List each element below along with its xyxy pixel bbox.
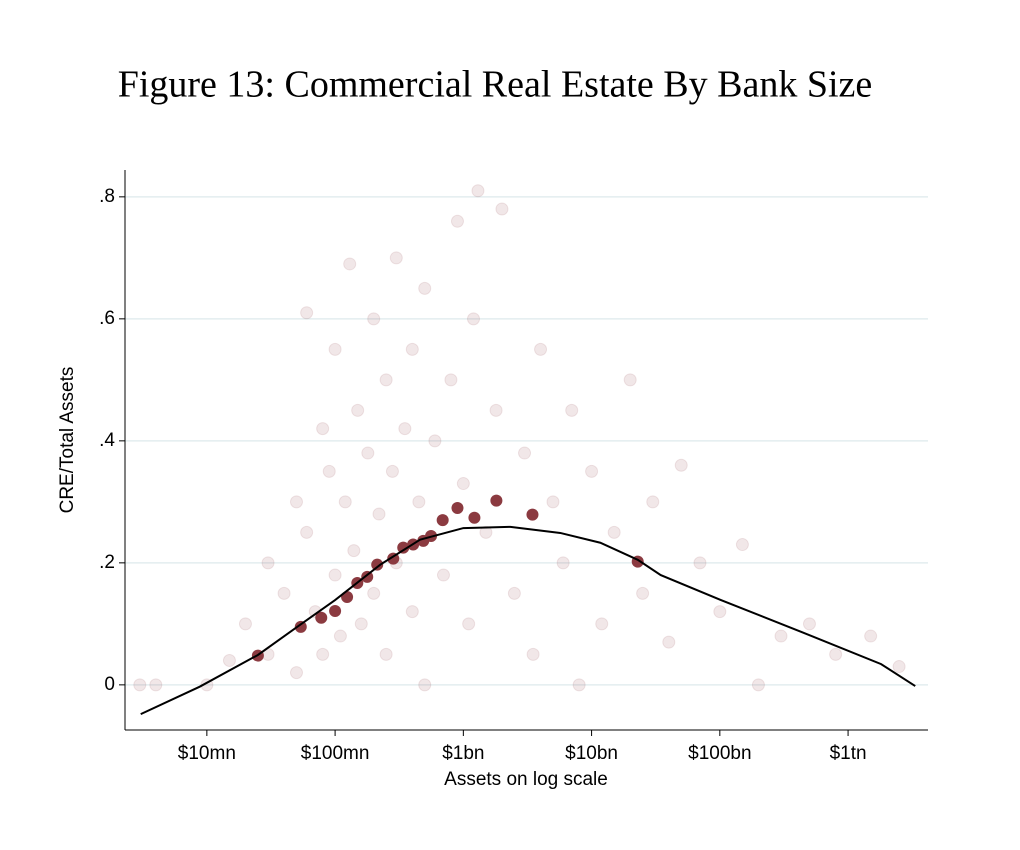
point bbox=[343, 257, 357, 271]
point bbox=[328, 342, 342, 356]
y-tick-label: .8 bbox=[99, 186, 115, 207]
point bbox=[361, 570, 374, 583]
point bbox=[674, 458, 688, 472]
x-tick-label: $100bn bbox=[688, 743, 751, 764]
chart-title: Figure 13: Commercial Real Estate By Ban… bbox=[118, 64, 873, 106]
point bbox=[294, 620, 307, 633]
point bbox=[444, 373, 458, 387]
point bbox=[133, 678, 147, 692]
y-tick-label: 0 bbox=[104, 674, 115, 695]
point bbox=[468, 511, 481, 524]
point bbox=[490, 494, 503, 507]
point bbox=[471, 184, 485, 198]
point bbox=[534, 342, 548, 356]
point bbox=[462, 617, 476, 631]
point bbox=[829, 647, 843, 661]
point bbox=[372, 507, 386, 521]
point bbox=[802, 617, 816, 631]
point bbox=[379, 373, 393, 387]
point bbox=[329, 605, 342, 618]
point bbox=[892, 660, 906, 674]
point bbox=[347, 544, 361, 558]
point bbox=[735, 538, 749, 552]
point bbox=[361, 446, 375, 460]
x-axis-label: Assets on log scale bbox=[444, 769, 608, 790]
point bbox=[864, 629, 878, 643]
x-tick-label: $1tn bbox=[830, 743, 867, 764]
x-tick-label: $10mn bbox=[178, 743, 236, 764]
x-tick-label: $1bn bbox=[442, 743, 484, 764]
point bbox=[367, 312, 381, 326]
point bbox=[436, 568, 450, 582]
point bbox=[354, 617, 368, 631]
point bbox=[546, 495, 560, 509]
x-tick-label: $100mn bbox=[301, 743, 370, 764]
point bbox=[222, 653, 236, 667]
point bbox=[436, 514, 449, 527]
point bbox=[428, 434, 442, 448]
point bbox=[556, 556, 570, 570]
point bbox=[572, 678, 586, 692]
point bbox=[379, 647, 393, 661]
point bbox=[450, 214, 464, 228]
point bbox=[316, 647, 330, 661]
point bbox=[456, 477, 470, 491]
y-tick-label: .4 bbox=[99, 430, 115, 451]
point bbox=[261, 556, 275, 570]
point bbox=[565, 403, 579, 417]
point bbox=[418, 678, 432, 692]
point bbox=[751, 678, 765, 692]
x-tick-label: $10bn bbox=[565, 743, 618, 764]
point bbox=[646, 495, 660, 509]
fit-line bbox=[140, 525, 916, 716]
point bbox=[595, 617, 609, 631]
point bbox=[316, 422, 330, 436]
point bbox=[623, 373, 637, 387]
point bbox=[713, 605, 727, 619]
y-tick-label: .6 bbox=[99, 308, 115, 329]
point bbox=[289, 495, 303, 509]
point bbox=[385, 464, 399, 478]
point bbox=[774, 629, 788, 643]
point bbox=[585, 464, 599, 478]
point bbox=[351, 403, 365, 417]
point bbox=[300, 525, 314, 539]
point bbox=[451, 501, 464, 514]
point bbox=[371, 558, 384, 571]
point bbox=[607, 525, 621, 539]
y-tick-label: .2 bbox=[99, 552, 115, 573]
point bbox=[418, 281, 432, 295]
point bbox=[389, 251, 403, 265]
point bbox=[289, 666, 303, 680]
point bbox=[397, 541, 410, 554]
point bbox=[479, 525, 493, 539]
point bbox=[405, 342, 419, 356]
point bbox=[338, 495, 352, 509]
point bbox=[149, 678, 163, 692]
point bbox=[636, 586, 650, 600]
point bbox=[333, 629, 347, 643]
point bbox=[495, 202, 509, 216]
point bbox=[238, 617, 252, 631]
point bbox=[662, 635, 676, 649]
point bbox=[466, 312, 480, 326]
point bbox=[300, 306, 314, 320]
point bbox=[693, 556, 707, 570]
point bbox=[507, 586, 521, 600]
y-axis-label: CRE/Total Assets bbox=[57, 367, 78, 514]
point bbox=[518, 446, 532, 460]
point bbox=[526, 508, 539, 521]
point bbox=[367, 586, 381, 600]
point bbox=[489, 403, 503, 417]
point bbox=[398, 422, 412, 436]
point bbox=[412, 495, 426, 509]
point bbox=[526, 647, 540, 661]
point bbox=[277, 586, 291, 600]
point bbox=[322, 464, 336, 478]
point bbox=[405, 605, 419, 619]
point bbox=[328, 568, 342, 582]
point bbox=[315, 611, 328, 624]
